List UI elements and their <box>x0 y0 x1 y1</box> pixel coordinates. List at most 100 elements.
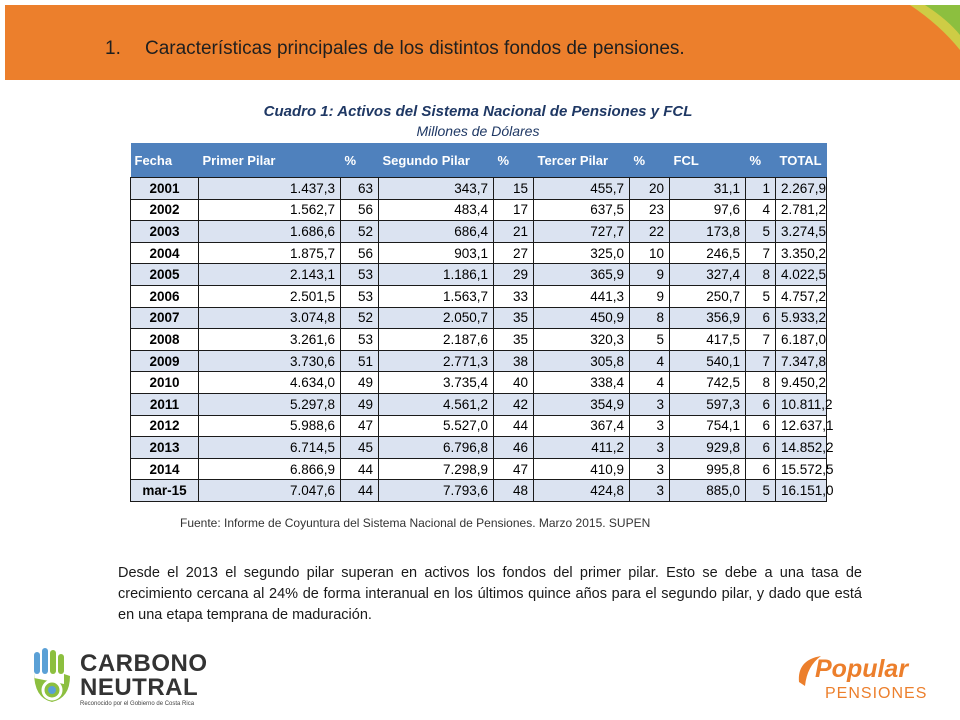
value-cell: 2.187,6 <box>378 328 494 351</box>
assets-table: Fecha Primer Pilar% Segundo Pilar% Tercer P… <box>130 143 834 502</box>
value-cell: 9 <box>629 263 670 286</box>
title-text: Características principales de los disti… <box>145 38 685 59</box>
date-cell: mar-15 <box>130 479 199 502</box>
value-cell: 4 <box>629 349 670 373</box>
value-cell: 3 <box>629 479 670 502</box>
value-cell: 44 <box>340 479 379 502</box>
value-cell: 410,9 <box>533 457 630 481</box>
table-source: Fuente: Informe de Coyuntura del Sistema… <box>180 516 651 530</box>
value-cell: 9 <box>629 284 670 308</box>
value-cell: 3 <box>629 436 670 459</box>
value-cell: 929,8 <box>669 436 746 459</box>
value-cell: 7.298,9 <box>378 457 494 481</box>
date-cell: 2013 <box>130 436 199 459</box>
logo-left-line1: CARBONO <box>80 650 208 677</box>
value-cell: 31,1 <box>669 177 746 200</box>
column-header: % <box>745 143 776 178</box>
header-band: 1. Características principales de los dis… <box>5 5 960 80</box>
value-cell: 1.875,7 <box>198 241 341 265</box>
value-cell: 173,8 <box>669 220 746 243</box>
value-cell: 53 <box>340 328 379 351</box>
value-cell: 49 <box>340 392 379 416</box>
value-cell: 4.022,5 <box>775 263 827 286</box>
value-cell: 7.047,6 <box>198 479 341 502</box>
value-cell: 338,4 <box>533 371 630 394</box>
value-cell: 4.561,2 <box>378 392 494 416</box>
value-cell: 540,1 <box>669 349 746 373</box>
date-cell: 2004 <box>130 241 199 265</box>
value-cell: 2.050,7 <box>378 306 494 330</box>
value-cell: 727,7 <box>533 220 630 243</box>
value-cell: 2.501,5 <box>198 284 341 308</box>
value-cell: 7 <box>745 328 776 351</box>
value-cell: 4.757,2 <box>775 284 827 308</box>
value-cell: 246,5 <box>669 241 746 265</box>
table-row: 2011 5.297,8 49 4.561,2 42 354,9 3 597,3 6 10.811… <box>130 392 833 416</box>
table-row: 2007 3.074,8 52 2.050,7 35 450,9 8 356,9 6 5.933,… <box>130 306 827 330</box>
value-cell: 441,3 <box>533 284 630 308</box>
value-cell: 3.730,6 <box>198 349 341 373</box>
value-cell: 23 <box>629 198 670 222</box>
table-row: 2013 6.714,5 45 6.796,8 46 411,2 3 929,8 6 14.852… <box>130 436 834 459</box>
date-cell: 2012 <box>130 414 199 438</box>
value-cell: 29 <box>493 263 534 286</box>
value-cell: 44 <box>493 414 534 438</box>
value-cell: 6.866,9 <box>198 457 341 481</box>
value-cell: 455,7 <box>533 177 630 200</box>
value-cell: 4 <box>629 371 670 394</box>
value-cell: 424,8 <box>533 479 630 502</box>
value-cell: 7 <box>745 241 776 265</box>
table-header-row: Fecha Primer Pilar% Segundo Pilar% Tercer P… <box>130 143 827 178</box>
value-cell: 637,5 <box>533 198 630 222</box>
value-cell: 16.151,0 <box>775 479 834 502</box>
value-cell: 35 <box>493 328 534 351</box>
value-cell: 6.714,5 <box>198 436 341 459</box>
column-header: Fecha <box>130 143 199 178</box>
date-cell: 2011 <box>130 392 199 416</box>
value-cell: 46 <box>493 436 534 459</box>
popular-swoosh-icon <box>798 656 821 686</box>
value-cell: 250,7 <box>669 284 746 308</box>
column-header: TOTAL <box>775 143 827 178</box>
value-cell: 367,4 <box>533 414 630 438</box>
body-paragraph: Desde el 2013 el segundo pilar superan e… <box>118 565 862 623</box>
value-cell: 411,2 <box>533 436 630 459</box>
date-cell: 2003 <box>130 220 199 243</box>
value-cell: 15 <box>493 177 534 200</box>
value-cell: 8 <box>745 371 776 394</box>
value-cell: 10.811,2 <box>775 392 833 416</box>
value-cell: 12.637,1 <box>775 414 834 438</box>
value-cell: 5 <box>745 284 776 308</box>
value-cell: 8 <box>745 263 776 286</box>
value-cell: 6 <box>745 436 776 459</box>
value-cell: 47 <box>340 414 379 438</box>
value-cell: 10 <box>629 241 670 265</box>
value-cell: 4 <box>745 198 776 222</box>
value-cell: 49 <box>340 371 379 394</box>
value-cell: 20 <box>629 177 670 200</box>
value-cell: 3 <box>629 392 670 416</box>
column-header: Tercer Pilar <box>533 143 630 178</box>
value-cell: 7.347,8 <box>775 349 827 373</box>
logo-right-brand: Popular <box>815 655 909 683</box>
value-cell: 22 <box>629 220 670 243</box>
date-cell: 2007 <box>130 306 199 330</box>
value-cell: 45 <box>340 436 379 459</box>
value-cell: 5 <box>745 479 776 502</box>
column-header: FCL <box>669 143 746 178</box>
value-cell: 742,5 <box>669 371 746 394</box>
value-cell: 3.735,4 <box>378 371 494 394</box>
table-row: 2006 2.501,5 53 1.563,7 33 441,3 9 250,7 5 4.757,… <box>130 284 827 308</box>
value-cell: 7 <box>745 349 776 373</box>
value-cell: 1.562,7 <box>198 198 341 222</box>
value-cell: 885,0 <box>669 479 746 502</box>
value-cell: 27 <box>493 241 534 265</box>
value-cell: 33 <box>493 284 534 308</box>
value-cell: 6.796,8 <box>378 436 494 459</box>
value-cell: 327,4 <box>669 263 746 286</box>
date-cell: 2014 <box>130 457 199 481</box>
value-cell: 56 <box>340 198 379 222</box>
value-cell: 2.771,3 <box>378 349 494 373</box>
value-cell: 7.793,6 <box>378 479 494 502</box>
value-cell: 686,4 <box>378 220 494 243</box>
